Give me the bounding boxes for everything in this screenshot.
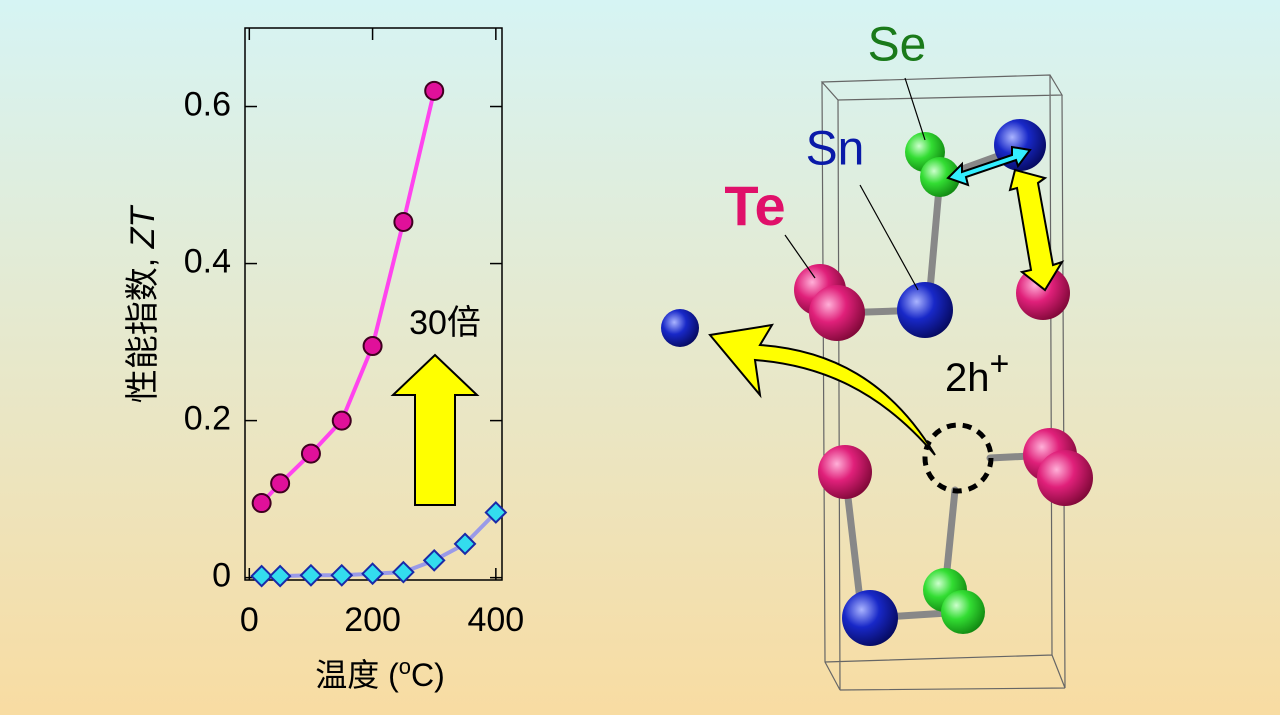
annotation: 30倍 <box>409 304 481 342</box>
marker <box>330 563 354 587</box>
y-tick-label: 0 <box>212 557 231 595</box>
x-tick-label: 200 <box>344 601 401 639</box>
marker <box>300 443 321 464</box>
x-tick-label: 400 <box>467 601 524 639</box>
y-tick-label: 0.6 <box>184 86 231 124</box>
marker <box>331 410 352 431</box>
cyan-arrow <box>946 145 1032 187</box>
crystal-structure <box>820 74 1066 691</box>
marker <box>299 563 323 587</box>
marker <box>270 473 291 494</box>
hole-label-sup: + <box>990 345 1010 383</box>
increase-arrow <box>390 353 480 506</box>
chart: 0 0.2 0.4 0.6 0 200 400 温度 (oC) 性能指数, ZT <box>124 27 524 694</box>
y-axis-label: 性能指数, ZT <box>124 205 162 404</box>
y-tick-label: 0.2 <box>184 400 231 438</box>
yellow-arrow <box>1008 168 1065 292</box>
vacancy <box>922 422 994 494</box>
marker <box>391 560 415 584</box>
y-tick-label: 0.4 <box>184 243 231 281</box>
x-axis-label: 温度 (oC) <box>315 654 445 694</box>
leader-lines <box>784 77 926 291</box>
se-label: Se <box>868 19 927 72</box>
hole-label: 2h+ <box>945 345 1009 400</box>
hole-arrow <box>708 323 936 456</box>
atoms <box>661 119 1093 646</box>
marker <box>361 562 384 586</box>
marker <box>422 548 446 572</box>
x-axis-label-text: 温度 ( <box>315 657 399 693</box>
y-axis-label-italic: ZT <box>124 205 162 250</box>
marker <box>453 532 477 556</box>
x-axis-label-end: C) <box>411 657 445 693</box>
marker <box>424 80 445 101</box>
marker <box>362 336 383 357</box>
te-label: Te <box>724 174 785 237</box>
marker <box>251 493 272 514</box>
marker <box>268 564 292 588</box>
x-axis-label-sup: o <box>399 654 411 679</box>
x-tick-label: 0 <box>240 601 259 639</box>
marker <box>393 211 414 232</box>
y-axis-label-text: 性能指数, <box>124 248 162 403</box>
hole-label-base: 2h <box>945 356 990 400</box>
marker <box>250 564 274 588</box>
marker <box>484 501 508 524</box>
sn-label: Sn <box>806 123 865 176</box>
